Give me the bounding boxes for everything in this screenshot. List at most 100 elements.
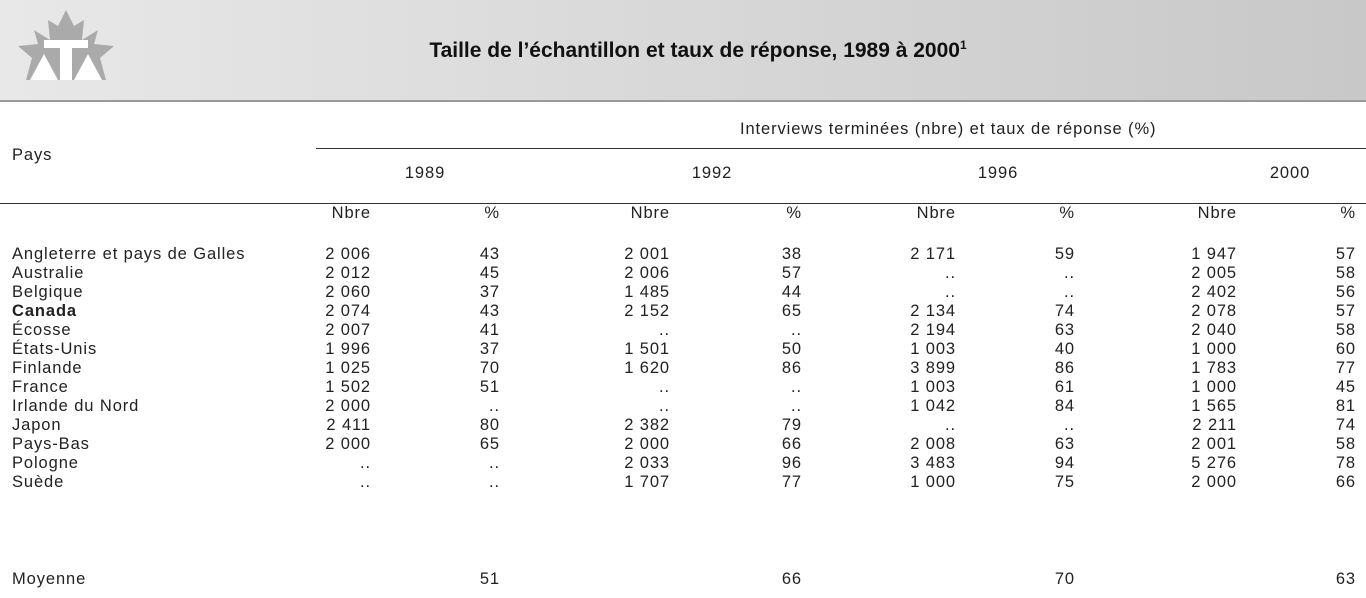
- header-rule: [0, 203, 1366, 204]
- title-note: 1: [959, 38, 967, 52]
- count-cell: 2 074: [325, 302, 371, 320]
- rate-cell: 60: [1335, 340, 1356, 358]
- title-text: Taille de l’échantillon et taux de répon…: [429, 39, 960, 62]
- count-cell: 1 003: [910, 378, 956, 396]
- count-cell: 1 501: [624, 340, 670, 358]
- country: Suède: [12, 473, 65, 491]
- rate-cell: 96: [781, 454, 802, 472]
- count-cell: 1 947: [1191, 245, 1237, 263]
- average-cell: 66: [781, 570, 802, 588]
- rate-cell: 86: [1054, 359, 1075, 377]
- rate-cell: 50: [781, 340, 802, 358]
- rate-cell: 40: [1054, 340, 1075, 358]
- count-cell: ..: [945, 416, 956, 434]
- rate-cell: 59: [1054, 245, 1075, 263]
- rate-cell: 94: [1054, 454, 1075, 472]
- count-cell: 1 565: [1191, 397, 1237, 415]
- title: Taille de l’échantillon et taux de répon…: [0, 38, 1366, 63]
- country: Pays-Bas: [12, 435, 90, 453]
- count-cell: ..: [360, 473, 371, 491]
- rate-cell: 63: [1054, 321, 1075, 339]
- rate-cell: ..: [489, 473, 500, 491]
- count-cell: 1 485: [624, 283, 670, 301]
- country: Écosse: [12, 321, 72, 339]
- count-cell: 1 042: [910, 397, 956, 415]
- count-cell: 2 152: [624, 302, 670, 320]
- rate-cell: 63: [1054, 435, 1075, 453]
- count-cell: ..: [360, 454, 371, 472]
- count-cell: 2 078: [1191, 302, 1237, 320]
- count-cell: 2 211: [1192, 416, 1237, 434]
- rate-cell: ..: [791, 321, 802, 339]
- count-cell: 1 025: [325, 359, 371, 377]
- year-header: 1996: [977, 164, 1019, 182]
- count-cell: 2 007: [325, 321, 371, 339]
- year-header: 1989: [404, 164, 446, 182]
- rate-cell: ..: [791, 397, 802, 415]
- average-cell: 51: [479, 570, 500, 588]
- rate-cell: 45: [1335, 378, 1356, 396]
- rate-cell: 79: [781, 416, 802, 434]
- count-cell: ..: [945, 283, 956, 301]
- country: Pologne: [12, 454, 79, 472]
- count-cell: ..: [945, 264, 956, 282]
- rate-cell: 86: [781, 359, 802, 377]
- rate-cell: 45: [479, 264, 500, 282]
- count-cell: 3 899: [910, 359, 956, 377]
- rate-cell: 66: [1335, 473, 1356, 491]
- rate-cell: 75: [1054, 473, 1075, 491]
- rate-cell: 57: [1335, 302, 1356, 320]
- count-cell: 5 276: [1191, 454, 1237, 472]
- country: Australie: [12, 264, 85, 282]
- rate-cell: ..: [1064, 416, 1075, 434]
- count-cell: 2 134: [910, 302, 956, 320]
- rate-cell: 80: [479, 416, 500, 434]
- count-cell: 2 000: [624, 435, 670, 453]
- country: Japon: [12, 416, 62, 434]
- rate-cell: ..: [1064, 283, 1075, 301]
- rate-cell: 74: [1335, 416, 1356, 434]
- count-cell: ..: [659, 321, 670, 339]
- count-cell: 2 001: [624, 245, 670, 263]
- count-cell: 1 003: [910, 340, 956, 358]
- year-header: 1992: [691, 164, 733, 182]
- country: Belgique: [12, 283, 84, 301]
- count-cell: 2 006: [624, 264, 670, 282]
- rate-cell: 58: [1335, 321, 1356, 339]
- sub-header: Nbre: [331, 204, 371, 222]
- sub-header: %: [484, 204, 500, 222]
- year-header: 2000: [1269, 164, 1311, 182]
- count-cell: 1 707: [624, 473, 670, 491]
- count-cell: 2 060: [325, 283, 371, 301]
- average-label: Moyenne: [12, 570, 87, 588]
- average-cell: 70: [1054, 570, 1075, 588]
- rate-cell: 78: [1335, 454, 1356, 472]
- count-cell: 1 000: [910, 473, 956, 491]
- rate-cell: 77: [781, 473, 802, 491]
- rate-cell: 84: [1054, 397, 1075, 415]
- count-cell: 2 001: [1191, 435, 1237, 453]
- count-cell: 2 008: [910, 435, 956, 453]
- sub-header: %: [786, 204, 802, 222]
- rate-cell: 77: [1335, 359, 1356, 377]
- count-cell: 2 000: [325, 435, 371, 453]
- sub-header: Nbre: [1197, 204, 1237, 222]
- average-cell: 63: [1335, 570, 1356, 588]
- rate-cell: 38: [781, 245, 802, 263]
- rate-cell: 57: [781, 264, 802, 282]
- count-cell: 1 620: [624, 359, 670, 377]
- count-cell: 1 996: [325, 340, 371, 358]
- rate-cell: 44: [781, 283, 802, 301]
- sub-header: %: [1340, 204, 1356, 222]
- country: Canada: [12, 302, 78, 320]
- rate-cell: 41: [479, 321, 500, 339]
- count-cell: 3 483: [910, 454, 956, 472]
- count-cell: 1 783: [1191, 359, 1237, 377]
- count-cell: 2 171: [910, 245, 956, 263]
- rate-cell: 70: [479, 359, 500, 377]
- rate-cell: 65: [781, 302, 802, 320]
- rate-cell: 81: [1335, 397, 1356, 415]
- count-cell: 2 382: [624, 416, 670, 434]
- count-cell: 2 012: [325, 264, 371, 282]
- count-cell: 2 040: [1191, 321, 1237, 339]
